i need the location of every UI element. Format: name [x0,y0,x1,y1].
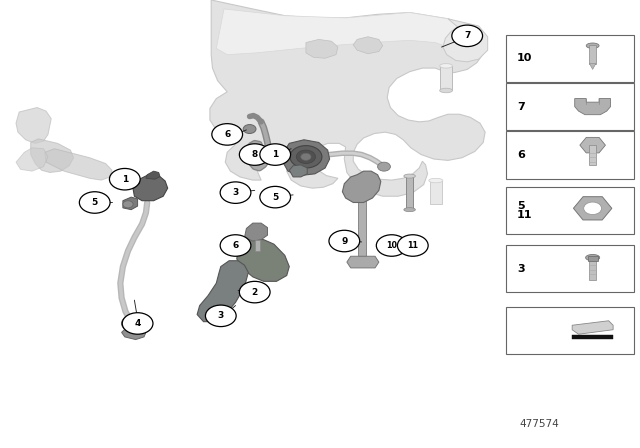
Bar [589,145,596,165]
Polygon shape [123,197,138,210]
FancyBboxPatch shape [506,131,634,178]
Polygon shape [146,171,160,179]
Circle shape [220,235,251,256]
Circle shape [397,235,428,256]
Circle shape [276,155,284,160]
Polygon shape [16,148,48,171]
Circle shape [127,319,140,328]
Text: 3: 3 [232,188,239,197]
Polygon shape [45,149,112,180]
FancyBboxPatch shape [506,246,634,292]
Ellipse shape [404,174,415,178]
Bar [255,240,260,251]
Text: 6: 6 [232,241,239,250]
Bar [588,256,598,261]
Polygon shape [16,108,51,143]
Circle shape [376,235,407,256]
Circle shape [243,125,256,134]
Circle shape [79,192,110,213]
Text: 11: 11 [407,241,419,250]
Circle shape [122,315,145,332]
Polygon shape [122,328,146,340]
Ellipse shape [586,254,600,261]
Bar [358,200,366,256]
Circle shape [329,230,360,252]
Text: 6: 6 [224,130,230,139]
Ellipse shape [404,207,415,211]
Polygon shape [31,139,74,172]
Polygon shape [575,99,611,115]
Circle shape [378,162,390,171]
Text: 7: 7 [517,102,525,112]
Polygon shape [353,37,383,54]
Polygon shape [589,64,596,69]
Circle shape [123,201,133,208]
Polygon shape [306,39,338,58]
Polygon shape [342,171,381,202]
Circle shape [301,153,311,160]
Circle shape [296,150,316,164]
Circle shape [122,313,153,334]
Polygon shape [244,223,268,241]
Circle shape [239,281,270,303]
Circle shape [260,186,291,208]
Circle shape [452,25,483,47]
Text: 5
11: 5 11 [517,201,532,220]
Polygon shape [443,19,488,62]
Circle shape [109,168,140,190]
Circle shape [239,144,270,165]
Polygon shape [289,165,307,177]
Bar [406,176,413,210]
Bar [589,260,596,280]
FancyBboxPatch shape [506,187,634,234]
Text: 9: 9 [341,237,348,246]
Ellipse shape [440,88,452,93]
Polygon shape [210,0,486,196]
Bar [440,66,452,90]
Circle shape [584,202,602,215]
Ellipse shape [440,64,452,68]
Text: 6: 6 [517,150,525,160]
Text: 7: 7 [464,31,470,40]
Text: 1: 1 [122,175,128,184]
Bar [589,45,596,64]
Text: 477574: 477574 [519,419,559,429]
Circle shape [220,182,251,203]
FancyBboxPatch shape [506,307,634,354]
Ellipse shape [429,178,443,183]
Text: 4: 4 [134,319,141,328]
Polygon shape [133,175,168,201]
FancyBboxPatch shape [506,35,634,82]
Polygon shape [283,140,330,176]
Circle shape [212,124,243,145]
Polygon shape [347,256,379,268]
FancyBboxPatch shape [506,83,634,130]
Text: 3: 3 [218,311,224,320]
Circle shape [290,146,322,168]
Polygon shape [197,261,248,322]
Text: 10: 10 [386,241,397,250]
Circle shape [205,305,236,327]
Text: 2: 2 [252,288,258,297]
Polygon shape [237,238,289,281]
Text: 1: 1 [272,150,278,159]
Text: 10: 10 [517,53,532,63]
Polygon shape [572,321,613,334]
Bar [430,181,442,204]
Text: 5: 5 [92,198,98,207]
Circle shape [260,144,291,165]
Polygon shape [572,335,613,339]
Text: 8: 8 [252,150,258,159]
Circle shape [273,152,288,163]
Ellipse shape [586,43,599,48]
Text: 3: 3 [517,264,525,274]
Polygon shape [216,9,483,55]
Text: 5: 5 [272,193,278,202]
